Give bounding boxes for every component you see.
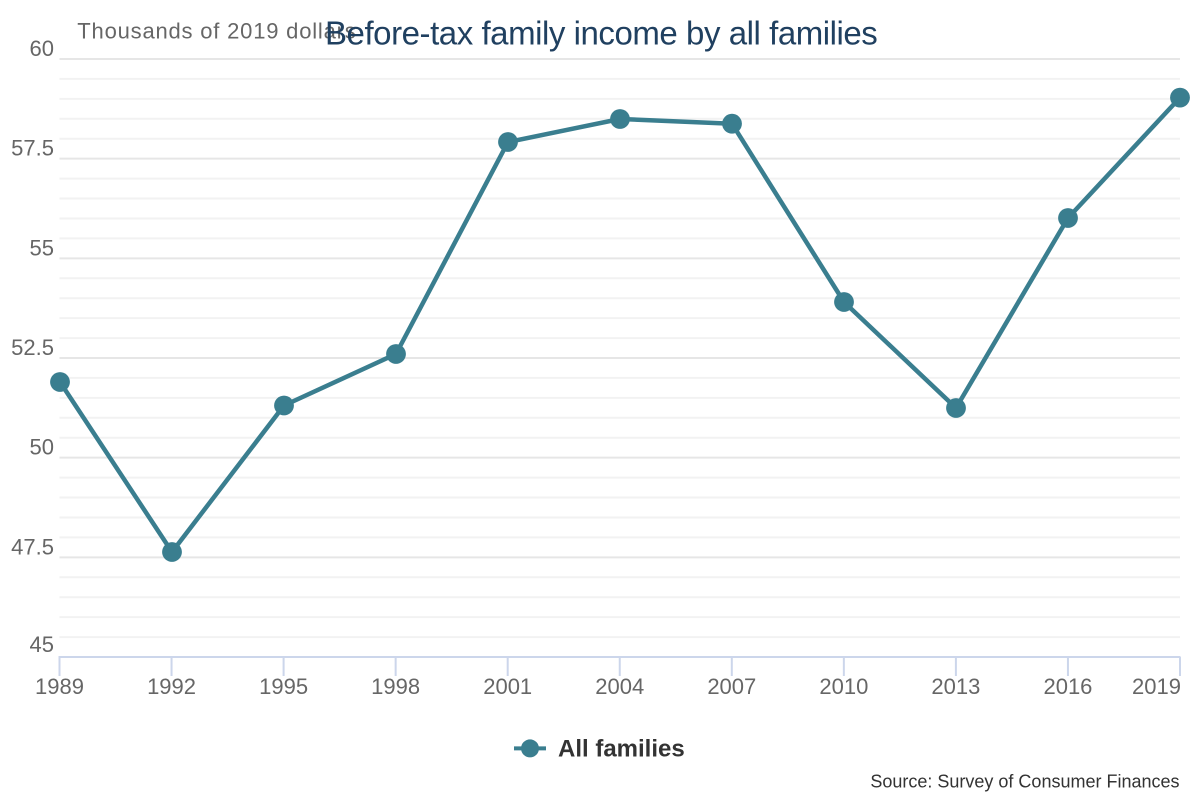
svg-text:50: 50 (30, 435, 54, 460)
svg-text:57.5: 57.5 (11, 136, 54, 161)
svg-text:2007: 2007 (707, 674, 756, 699)
svg-text:Thousands of 2019 dollars: Thousands of 2019 dollars (77, 19, 356, 44)
svg-text:2019: 2019 (1132, 674, 1181, 699)
svg-text:2016: 2016 (1043, 674, 1092, 699)
svg-text:2001: 2001 (483, 674, 532, 699)
svg-text:All families: All families (558, 735, 685, 762)
svg-text:Before-tax family income by al: Before-tax family income by all families (325, 15, 877, 52)
svg-text:47.5: 47.5 (11, 534, 54, 559)
svg-text:1992: 1992 (147, 674, 196, 699)
svg-text:45: 45 (30, 632, 54, 657)
svg-text:2004: 2004 (595, 674, 644, 699)
svg-text:1989: 1989 (35, 674, 84, 699)
svg-text:60: 60 (30, 36, 54, 61)
svg-text:1998: 1998 (371, 674, 420, 699)
svg-text:2013: 2013 (931, 674, 980, 699)
svg-text:52.5: 52.5 (11, 335, 54, 360)
svg-text:2010: 2010 (819, 674, 868, 699)
svg-text:Source: Survey of Consumer Fin: Source: Survey of Consumer Finances (870, 772, 1179, 792)
svg-text:1995: 1995 (259, 674, 308, 699)
svg-text:55: 55 (30, 235, 54, 260)
